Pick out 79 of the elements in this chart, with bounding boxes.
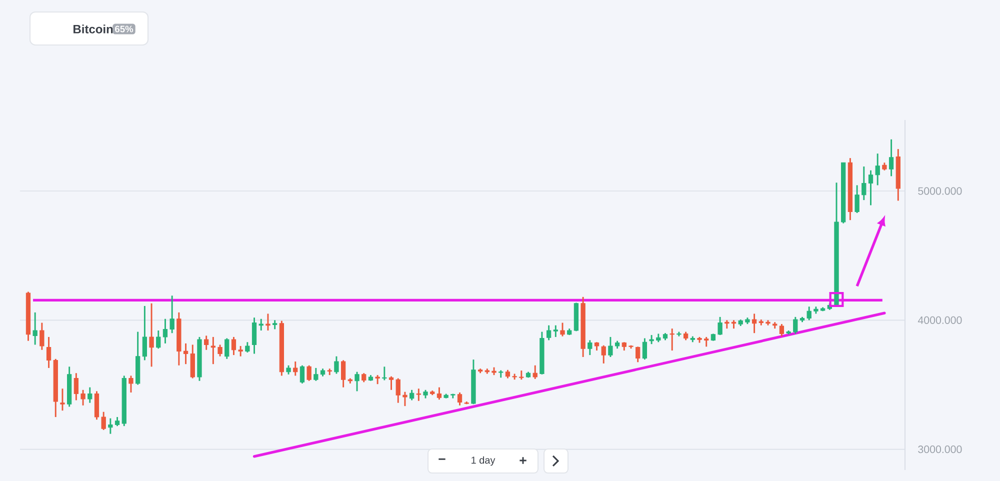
candlestick <box>636 346 640 363</box>
candlestick <box>519 370 524 380</box>
candlestick <box>218 344 222 358</box>
y-tick-label: 5000.000 <box>918 187 962 195</box>
candlestick <box>128 374 134 394</box>
candlestick <box>642 338 648 360</box>
candlestick <box>752 312 757 334</box>
candlestick <box>806 306 812 321</box>
candlestick <box>300 364 305 384</box>
candlestick <box>114 416 120 427</box>
candlestick <box>588 339 592 356</box>
candlestick <box>245 341 250 354</box>
candlestick <box>108 418 113 435</box>
candlestick <box>314 367 318 382</box>
annotation: 1 day <box>472 456 496 466</box>
candlestick <box>258 318 264 332</box>
candlestick <box>362 372 366 383</box>
candlestick <box>875 152 880 186</box>
candlestick <box>354 371 360 392</box>
candlestick <box>46 336 52 369</box>
candlestick <box>40 322 44 351</box>
candlestick <box>266 312 270 332</box>
annotation: − <box>438 458 446 460</box>
candlestick <box>231 336 236 356</box>
candlestick <box>334 356 339 375</box>
candlestick <box>340 359 346 388</box>
candlestick <box>649 334 654 345</box>
candlestick <box>375 374 380 385</box>
candlestick <box>409 389 414 401</box>
candlestick <box>608 336 613 358</box>
candlestick <box>457 392 462 406</box>
candlestick <box>210 336 216 365</box>
candlestick <box>382 366 387 381</box>
candlestick <box>74 372 79 401</box>
candlestick <box>601 344 606 364</box>
candlestick <box>252 316 257 354</box>
candlestick <box>670 328 674 352</box>
candlestick <box>306 364 312 382</box>
candlestick <box>149 302 154 368</box>
candlestick <box>224 338 230 360</box>
candlestick <box>170 294 174 334</box>
candlestick <box>436 386 442 400</box>
candlestick <box>88 386 92 404</box>
candlestick <box>388 376 394 391</box>
text: 65% <box>115 26 134 32</box>
candlestick <box>779 323 784 338</box>
candlestick <box>862 166 866 201</box>
candlestick <box>868 170 874 206</box>
candlestick <box>60 388 65 412</box>
candlestick <box>854 184 860 214</box>
y-tick-label: 4000.000 <box>918 316 962 324</box>
candlestick <box>32 312 38 346</box>
candlestick <box>204 334 209 351</box>
candlestick <box>156 330 161 350</box>
candlestick <box>94 390 100 420</box>
candlestick <box>416 388 421 402</box>
candlestick <box>396 378 400 404</box>
candlestick <box>293 360 298 376</box>
text: Bitcoin <box>74 24 113 34</box>
candlestick <box>704 336 709 348</box>
candlestick <box>272 319 278 330</box>
candlestick <box>80 389 86 406</box>
candlestick <box>560 322 565 338</box>
candlestick <box>546 324 552 341</box>
candlestick <box>142 305 148 361</box>
candlestick <box>553 324 558 338</box>
annotation: + <box>520 457 526 464</box>
candlestick <box>286 364 291 376</box>
candlestick <box>888 138 894 177</box>
candlestick <box>238 345 243 358</box>
candlestick <box>718 316 722 336</box>
candlestick <box>162 318 168 344</box>
candlestick <box>101 411 106 431</box>
y-tick-label: 3000.000 <box>918 446 962 454</box>
candlestick <box>183 342 188 365</box>
candlestick <box>532 364 538 380</box>
candlestick <box>402 391 408 407</box>
candlestick <box>190 344 195 380</box>
candlestick <box>793 316 798 334</box>
